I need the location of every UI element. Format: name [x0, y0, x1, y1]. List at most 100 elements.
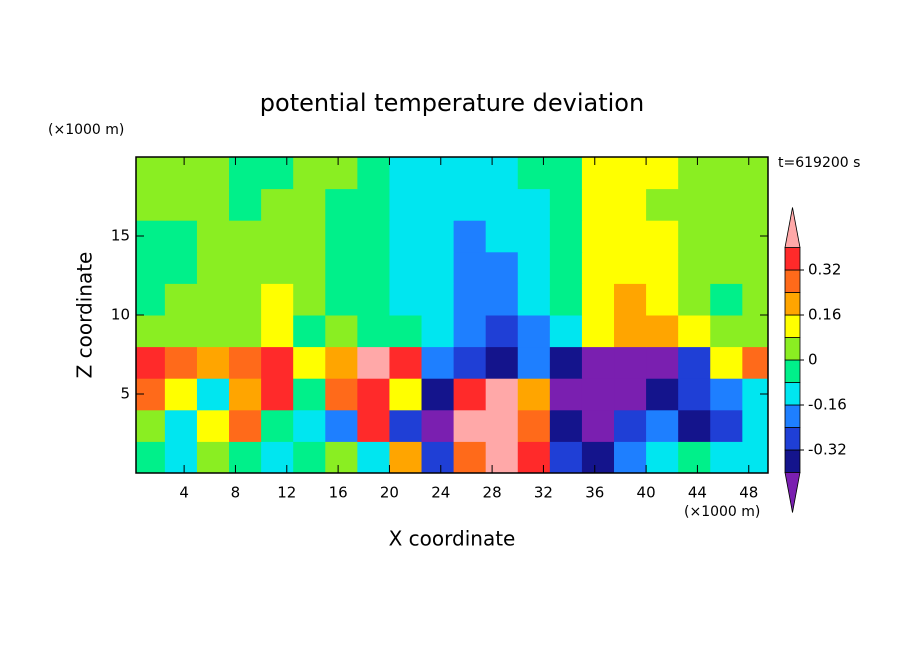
contour-cell — [710, 251, 743, 284]
contour-cell — [485, 409, 519, 442]
time-label: t=619200 s — [778, 155, 860, 171]
x-tick-label: 40 — [637, 484, 656, 502]
x-tick-label: 12 — [277, 484, 296, 502]
contour-cell — [261, 157, 294, 190]
contour-cell — [742, 220, 768, 253]
contour-cell — [196, 157, 230, 190]
contour-cell — [357, 283, 390, 316]
x-tick-label: 44 — [688, 484, 707, 502]
contour-cell — [389, 409, 423, 442]
contour-cell — [229, 188, 262, 221]
contour-cell — [549, 409, 583, 442]
contour-cell — [421, 378, 455, 411]
contour-cell — [710, 346, 743, 379]
contour-cell — [293, 188, 326, 221]
contour-cell — [389, 378, 423, 411]
contour-cell — [136, 188, 166, 221]
contour-cell — [549, 441, 583, 473]
colorbar-tick-label: 0.32 — [808, 261, 841, 279]
contour-cell — [357, 188, 390, 221]
contour-cell — [485, 283, 519, 316]
contour-cell — [517, 378, 551, 411]
x-tick-label: 28 — [483, 484, 502, 502]
contour-cell — [196, 409, 230, 442]
contour-cell — [453, 283, 487, 316]
contour-cell — [261, 315, 294, 348]
contour-cell — [614, 409, 647, 442]
contour-cell — [164, 441, 198, 473]
x-tick-label: 16 — [329, 484, 348, 502]
contour-cell — [517, 346, 551, 379]
contour-cell — [517, 188, 551, 221]
contour-cell — [742, 409, 768, 442]
contour-cell — [549, 157, 583, 190]
contour-cell — [196, 315, 230, 348]
colorbar-band — [784, 427, 801, 451]
contour-cell — [646, 441, 679, 473]
contour-cell — [614, 157, 647, 190]
x-tick-label: 36 — [585, 484, 604, 502]
contour-cell — [357, 251, 390, 284]
contour-cell — [136, 315, 166, 348]
contour-cell — [742, 283, 768, 316]
contour-cell — [453, 315, 487, 348]
contour-cell — [742, 157, 768, 190]
contour-cell — [581, 188, 615, 221]
contour-cell — [136, 283, 166, 316]
contour-cell — [357, 409, 390, 442]
colorbar-under — [784, 472, 801, 513]
contour-cell — [421, 188, 455, 221]
contour-cell — [549, 315, 583, 348]
contour-cell — [389, 441, 423, 473]
contour-cell — [164, 409, 198, 442]
contour-cell — [325, 188, 358, 221]
colorbar-band — [784, 337, 801, 361]
contour-cell — [136, 441, 166, 473]
contour-cell — [421, 251, 455, 284]
colorbar-tick-label: -0.16 — [808, 396, 847, 414]
contour-cell — [517, 157, 551, 190]
contour-cell — [389, 346, 423, 379]
x-tick-label: 32 — [534, 484, 553, 502]
contour-cell — [164, 251, 198, 284]
chart-title: potential temperature deviation — [260, 89, 644, 117]
contour-cell — [136, 346, 166, 379]
contour-cell — [136, 409, 166, 442]
contour-cell — [325, 409, 358, 442]
contour-cell — [517, 220, 551, 253]
contour-cell — [293, 441, 326, 473]
colorbar-band — [784, 292, 801, 316]
contour-cell — [646, 188, 679, 221]
contour-cell — [742, 378, 768, 411]
contour-cell — [261, 251, 294, 284]
contour-cell — [421, 441, 455, 473]
contour-cell — [136, 157, 166, 190]
contour-cell — [485, 378, 519, 411]
contour-cell — [646, 315, 679, 348]
contour-cell — [229, 409, 262, 442]
contour-cell — [742, 188, 768, 221]
contour-cell — [678, 409, 711, 442]
contour-cell — [293, 220, 326, 253]
contour-cell — [196, 378, 230, 411]
contour-cell — [453, 378, 487, 411]
contour-cell — [229, 157, 262, 190]
contour-cell — [678, 220, 711, 253]
contour-cell — [581, 220, 615, 253]
contour-cell — [325, 157, 358, 190]
colorbar-over — [784, 207, 801, 248]
contour-cell — [581, 315, 615, 348]
contour-cell — [357, 220, 390, 253]
contour-cell — [389, 315, 423, 348]
contour-cell — [421, 346, 455, 379]
contour-cell — [325, 441, 358, 473]
contour-cell — [710, 188, 743, 221]
contour-cell — [614, 441, 647, 473]
contour-cell — [293, 251, 326, 284]
y-axis-label: Z coordinate — [73, 252, 97, 379]
contour-cell — [325, 346, 358, 379]
colorbar-band — [784, 382, 801, 406]
contour-cell — [678, 378, 711, 411]
contour-cell — [261, 346, 294, 379]
